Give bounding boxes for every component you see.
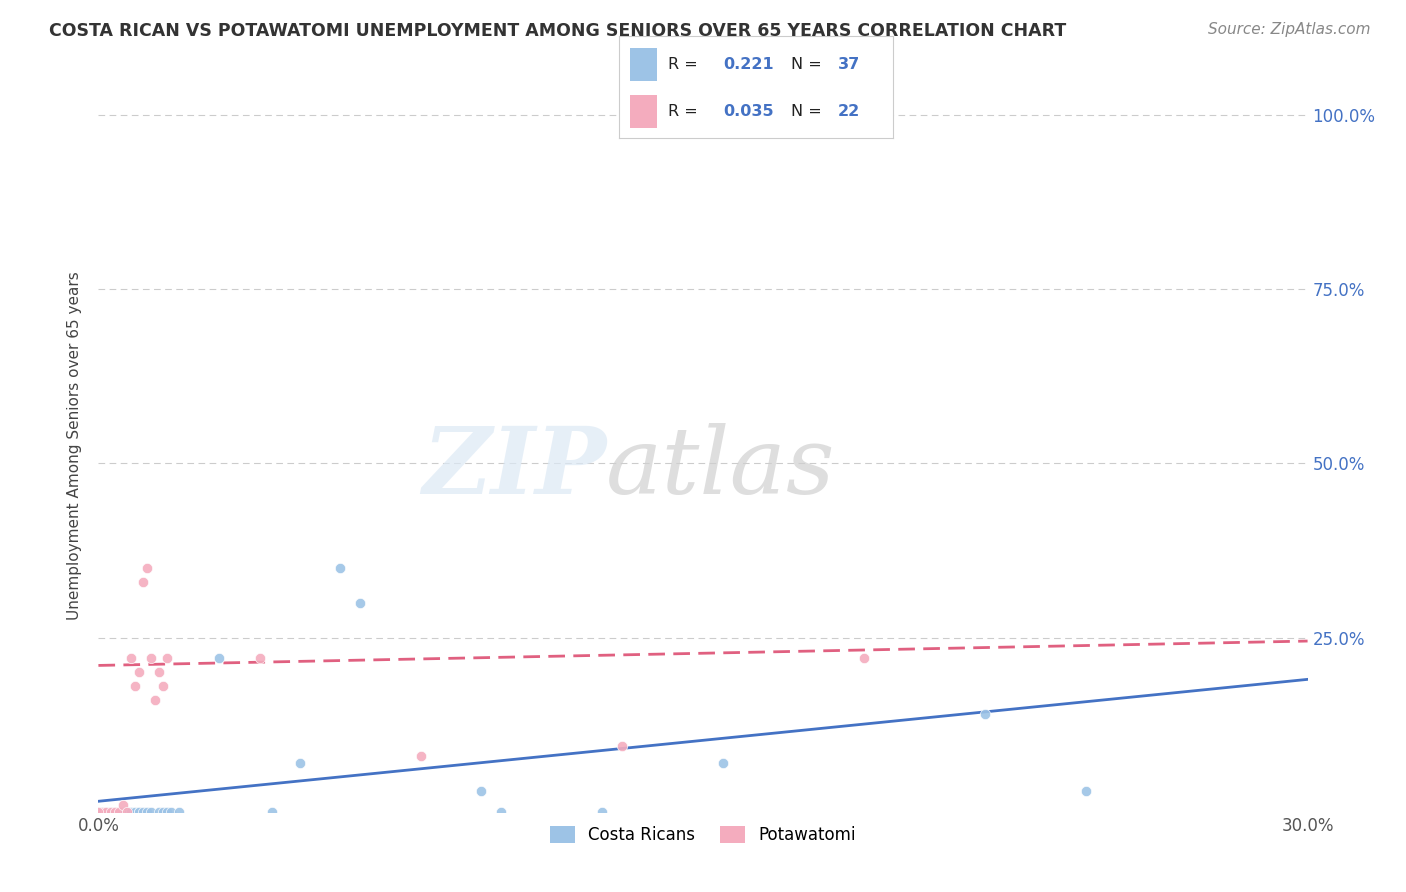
Point <box>288 756 311 770</box>
Point <box>91 805 114 819</box>
Point <box>124 805 146 819</box>
Point <box>96 805 118 819</box>
Point <box>470 784 492 798</box>
Text: COSTA RICAN VS POTAWATOMI UNEMPLOYMENT AMONG SENIORS OVER 65 YEARS CORRELATION C: COSTA RICAN VS POTAWATOMI UNEMPLOYMENT A… <box>49 22 1067 40</box>
Point <box>128 665 150 680</box>
Point <box>156 805 179 819</box>
Point <box>91 805 114 819</box>
Point <box>91 805 114 819</box>
Point <box>135 805 157 819</box>
Text: N =: N = <box>792 104 827 120</box>
Point <box>260 805 283 819</box>
Text: 0.035: 0.035 <box>723 104 773 120</box>
Text: ZIP: ZIP <box>422 423 606 513</box>
Point <box>100 805 122 819</box>
Text: 22: 22 <box>838 104 860 120</box>
Point <box>120 805 142 819</box>
Point <box>1074 784 1097 798</box>
Point <box>208 651 231 665</box>
Text: 37: 37 <box>838 57 860 72</box>
Point <box>409 749 432 764</box>
Text: R =: R = <box>668 57 703 72</box>
Point <box>107 805 129 819</box>
Point <box>152 805 174 819</box>
Point <box>103 805 125 819</box>
Point <box>107 805 129 819</box>
Point <box>491 805 513 819</box>
Point <box>591 805 613 819</box>
Point <box>143 693 166 707</box>
Point <box>612 739 634 753</box>
Point <box>249 651 271 665</box>
Point <box>96 805 118 819</box>
Point <box>111 797 134 812</box>
Point <box>128 805 150 819</box>
Text: R =: R = <box>668 104 703 120</box>
Point <box>115 805 138 819</box>
Point <box>115 805 138 819</box>
Text: atlas: atlas <box>606 423 835 513</box>
Y-axis label: Unemployment Among Seniors over 65 years: Unemployment Among Seniors over 65 years <box>67 272 83 620</box>
Point <box>128 805 150 819</box>
Point <box>103 805 125 819</box>
Point <box>148 665 170 680</box>
Point <box>329 561 352 575</box>
Point <box>100 805 122 819</box>
Point <box>132 805 155 819</box>
FancyBboxPatch shape <box>630 95 657 128</box>
Point <box>160 805 183 819</box>
Point <box>107 805 129 819</box>
Point <box>853 651 876 665</box>
Point <box>103 805 125 819</box>
Point <box>100 805 122 819</box>
Point <box>148 805 170 819</box>
Text: N =: N = <box>792 57 827 72</box>
Point <box>132 574 155 589</box>
Point <box>167 805 190 819</box>
FancyBboxPatch shape <box>630 48 657 81</box>
Point <box>111 805 134 819</box>
Point <box>135 561 157 575</box>
Point <box>139 651 162 665</box>
Point <box>139 805 162 819</box>
Point <box>156 651 179 665</box>
Text: 0.221: 0.221 <box>723 57 773 72</box>
Text: Source: ZipAtlas.com: Source: ZipAtlas.com <box>1208 22 1371 37</box>
Point <box>711 756 734 770</box>
Point <box>124 679 146 693</box>
Point <box>349 596 371 610</box>
Point <box>974 707 997 722</box>
Point <box>152 679 174 693</box>
Point <box>96 805 118 819</box>
Legend: Costa Ricans, Potawatomi: Costa Ricans, Potawatomi <box>543 820 863 851</box>
Point <box>111 805 134 819</box>
Point <box>120 651 142 665</box>
Point <box>87 805 110 819</box>
Point <box>87 805 110 819</box>
